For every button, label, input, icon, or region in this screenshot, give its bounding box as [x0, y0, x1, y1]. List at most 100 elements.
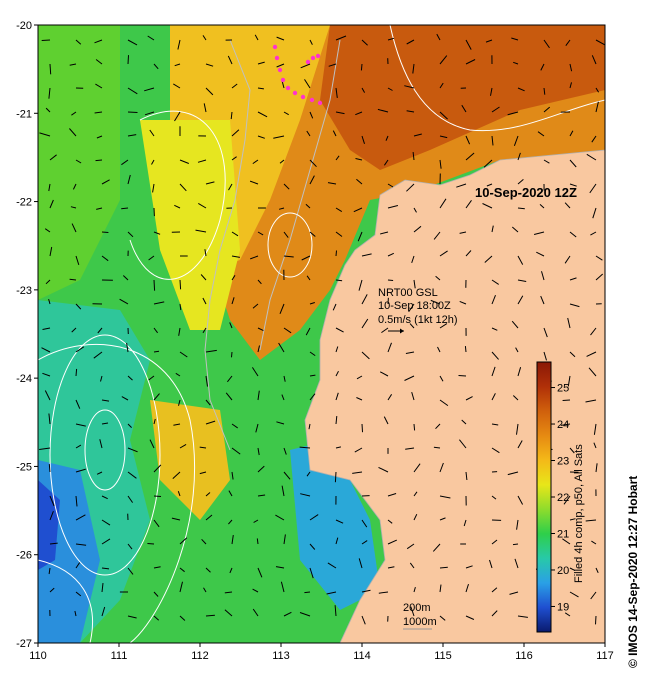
current-scale-legend: NRT00 GSL 10-Sep 18:00Z 0.5m/s (1kt 12h): [378, 287, 457, 334]
current-arrow: [95, 159, 103, 162]
current-arrow: [39, 447, 51, 450]
drifter-point: [277, 67, 283, 73]
current-arrow: [560, 423, 571, 426]
current-arrow: [44, 390, 51, 401]
current-arrow: [94, 39, 103, 44]
current-arrow: [305, 327, 311, 336]
current-arrow: [335, 370, 339, 377]
current-arrow: [335, 87, 338, 98]
current-arrow: [75, 514, 86, 521]
current-arrow: [153, 231, 161, 235]
current-arrow: [153, 63, 159, 70]
current-arrow: [49, 542, 58, 545]
current-arrow: [513, 135, 519, 146]
current-arrow: [257, 87, 264, 90]
current-arrow: [355, 158, 363, 161]
current-arrow: [356, 375, 363, 380]
depth-legend: 200m 1000m: [403, 602, 437, 630]
current-arrow: [569, 183, 577, 187]
current-arrow: [569, 63, 573, 72]
colorbar-tick-label: 25: [557, 383, 569, 395]
current-arrow: [378, 466, 389, 473]
current-arrow: [461, 104, 467, 113]
current-arrow: [252, 588, 259, 593]
current-arrow: [147, 35, 155, 41]
current-arrow: [592, 207, 597, 219]
current-arrow: [569, 303, 580, 308]
map-plot-area: [38, 25, 605, 643]
current-arrow: [405, 447, 415, 450]
current-arrow: [517, 295, 524, 305]
current-arrow: [491, 135, 494, 146]
current-arrow: [567, 317, 571, 329]
current-arrow: [300, 63, 311, 69]
current-arrow: [517, 615, 528, 618]
current-arrow: [357, 231, 363, 242]
current-arrow: [507, 471, 519, 476]
current-arrow: [361, 615, 366, 625]
current-arrow: [152, 183, 155, 193]
current-arrow: [516, 423, 519, 435]
current-arrow: [490, 87, 493, 96]
current-arrow: [509, 591, 519, 595]
current-arrow: [174, 63, 181, 67]
current-arrow: [257, 465, 265, 473]
current-arrow: [489, 559, 493, 569]
current-arrow: [153, 301, 165, 305]
current-vectors: [39, 33, 605, 626]
current-arrow: [413, 207, 417, 213]
ssh-contour: [38, 343, 195, 643]
sst-warm-eddy: [150, 400, 230, 520]
current-arrow: [328, 63, 337, 67]
current-arrow: [281, 485, 285, 497]
current-arrow: [354, 447, 363, 453]
current-arrow: [306, 471, 311, 477]
current-arrow: [439, 135, 448, 139]
current-arrow: [514, 558, 519, 569]
current-arrow: [565, 39, 571, 46]
current-arrow: [231, 423, 238, 429]
current-arrow: [335, 446, 342, 449]
current-arrow: [257, 390, 260, 401]
current-arrow: [75, 255, 80, 266]
current-arrow: [562, 399, 571, 401]
current-arrow: [75, 468, 86, 473]
current-arrow: [358, 279, 363, 291]
current-arrow: [458, 375, 467, 377]
current-arrow: [121, 396, 129, 401]
current-arrow: [70, 206, 77, 209]
current-arrow: [439, 495, 451, 499]
date-label: 10-Sep-2020 12Z: [475, 185, 577, 200]
current-arrow: [179, 581, 183, 593]
current-arrow: [301, 255, 311, 261]
current-arrow: [283, 255, 294, 258]
current-arrow: [309, 567, 314, 579]
current-arrow: [48, 87, 51, 99]
current-arrow: [564, 255, 571, 264]
current-arrow: [101, 583, 104, 593]
current-arrow: [101, 399, 110, 402]
current-arrow: [69, 278, 77, 281]
colorbar-tick-label: 22: [557, 492, 569, 504]
current-arrow: [355, 111, 363, 116]
current-arrow: [377, 108, 389, 113]
current-arrow: [75, 562, 81, 569]
current-arrow: [483, 159, 493, 168]
current-arrow: [335, 207, 343, 213]
current-arrow: [101, 606, 106, 617]
current-arrow: [203, 587, 207, 593]
current-arrow: [283, 375, 286, 382]
current-arrow: [199, 471, 207, 475]
current-arrow: [405, 351, 415, 354]
current-arrow: [179, 537, 188, 545]
current-source-label: NRT00 GSL: [378, 287, 438, 299]
current-arrow: [586, 153, 597, 161]
current-arrow: [409, 562, 415, 569]
x-tick-label: 115: [434, 650, 452, 662]
current-arrow: [569, 447, 575, 454]
current-arrow: [257, 135, 265, 139]
current-arrow: [306, 130, 311, 137]
current-arrow: [517, 367, 522, 377]
current-arrow: [439, 566, 448, 569]
current-arrow: [101, 567, 110, 570]
